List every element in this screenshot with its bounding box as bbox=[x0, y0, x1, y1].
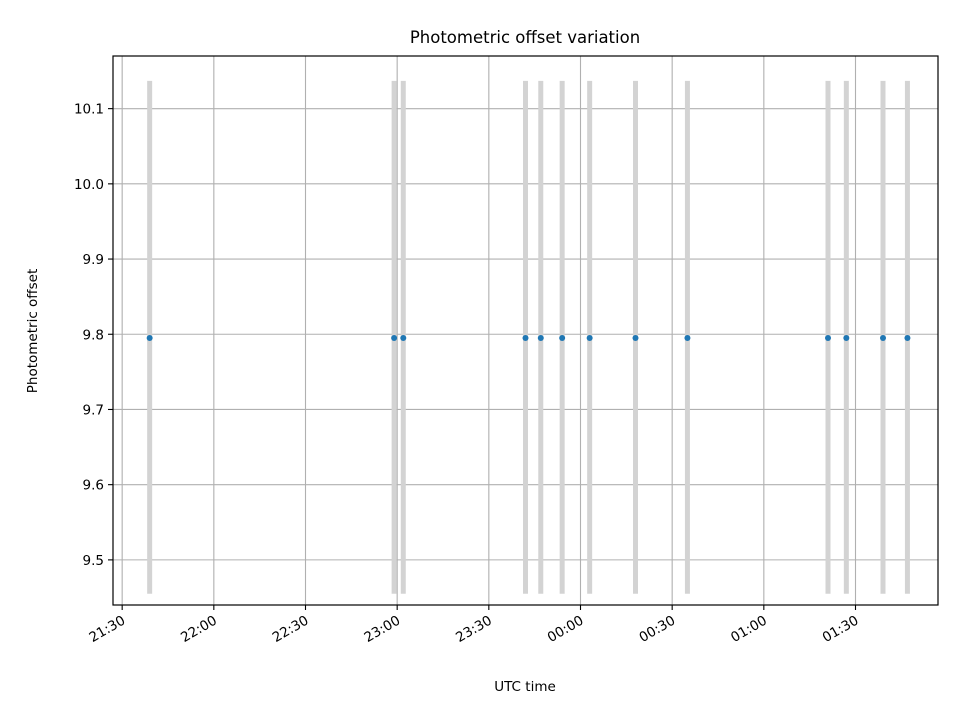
x-tick-label: 01:30 bbox=[820, 613, 862, 646]
y-tick-label: 10.0 bbox=[74, 177, 104, 193]
data-point bbox=[880, 335, 886, 342]
error-bars bbox=[147, 80, 910, 594]
data-point bbox=[825, 335, 831, 342]
y-axis-ticks: 9.5 9.6 9.7 9.8 9.9 10.0 10.1 bbox=[74, 102, 113, 569]
data-point bbox=[146, 335, 153, 342]
x-tick-label: 23:00 bbox=[361, 613, 403, 646]
y-tick-label: 10.1 bbox=[74, 102, 104, 118]
data-point bbox=[400, 335, 407, 342]
data-point bbox=[391, 335, 398, 342]
x-tick-label: 01:00 bbox=[728, 613, 770, 646]
data-point bbox=[586, 335, 593, 342]
x-tick-label: 23:30 bbox=[453, 613, 495, 646]
data-point bbox=[632, 335, 639, 342]
data-point bbox=[522, 335, 529, 342]
data-point bbox=[559, 335, 566, 342]
chart-title: Photometric offset variation bbox=[410, 28, 640, 47]
x-axis-ticks: 21:30 22:00 22:30 23:00 23:30 00:00 00:30 01:00… bbox=[86, 605, 862, 646]
y-tick-label: 9.8 bbox=[83, 327, 104, 343]
data-points bbox=[146, 335, 911, 342]
x-tick-label: 00:30 bbox=[636, 613, 678, 646]
x-axis-label: UTC time bbox=[494, 679, 556, 695]
x-tick-label: 22:30 bbox=[270, 613, 312, 646]
plot-area-frame bbox=[112, 55, 939, 606]
y-tick-label: 9.5 bbox=[83, 553, 104, 569]
x-tick-label: 21:30 bbox=[86, 613, 128, 646]
data-point bbox=[537, 335, 544, 342]
y-tick-label: 9.6 bbox=[83, 478, 104, 494]
y-axis-label: Photometric offset bbox=[25, 269, 41, 393]
data-point bbox=[843, 335, 850, 342]
x-tick-label: 00:00 bbox=[545, 613, 587, 646]
y-tick-label: 9.9 bbox=[83, 252, 104, 268]
y-tick-label: 9.7 bbox=[83, 402, 104, 418]
x-tick-label: 22:00 bbox=[178, 613, 220, 646]
data-point bbox=[904, 335, 911, 342]
data-point bbox=[684, 335, 691, 342]
